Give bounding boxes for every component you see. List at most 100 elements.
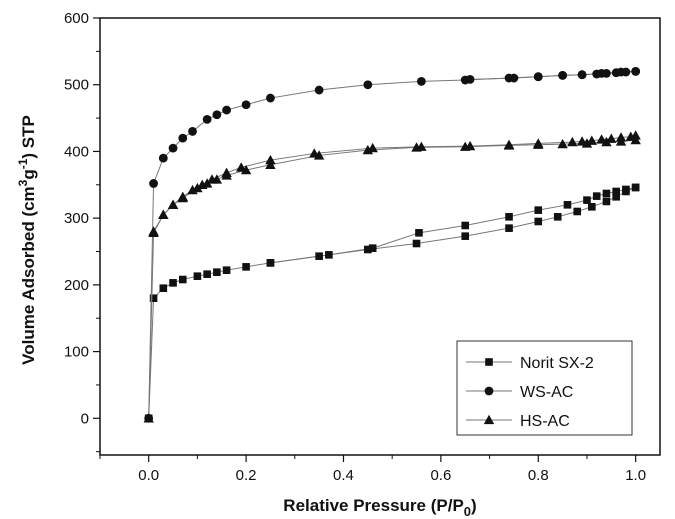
legend-item-ws-ac: WS-AC [466, 384, 573, 401]
hs-ac-point [309, 148, 320, 158]
legend-item-hs-ac: HS-AC [466, 413, 570, 430]
hs-ac-point [177, 191, 188, 201]
norit-sx-2-point [461, 221, 470, 230]
hs-ac-point [158, 209, 169, 219]
norit-sx-2-point [178, 275, 187, 284]
norit-sx-2-point [169, 279, 177, 287]
x-tick-label: 0.8 [528, 467, 549, 484]
legend-marker [485, 358, 493, 366]
hs-ac-point [221, 167, 232, 177]
series-ws-ac [144, 66, 641, 423]
hs-ac-point [625, 131, 636, 141]
x-tick-label: 0.2 [236, 467, 257, 484]
hs-ac-point [148, 226, 159, 236]
hs-ac-point [187, 184, 198, 195]
hs-ac-point [265, 154, 276, 165]
ws-ac-point [168, 143, 178, 153]
norit-sx-2-point [368, 244, 377, 252]
norit-sx-2-point [325, 251, 333, 259]
norit-sx-2-point [412, 239, 421, 248]
hs-ac-point [464, 140, 476, 151]
hs-ac-point [236, 162, 247, 172]
y-tick-label: 0 [81, 410, 89, 427]
legend-label: HS-AC [520, 413, 570, 430]
hs-ac-desorption-line [153, 134, 636, 232]
norit-sx-2-point [364, 245, 372, 254]
y-tick-label: 600 [64, 10, 89, 27]
ws-ac-point [465, 74, 475, 84]
norit-sx-2-point [315, 252, 323, 260]
legend-item-norit-sx-2: Norit SX-2 [466, 355, 594, 372]
x-tick-label: 0.0 [138, 467, 159, 484]
norit-sx-2-point [159, 284, 168, 293]
series-norit-sx-2 [144, 183, 640, 423]
norit-sx-2-point [553, 213, 562, 221]
legend-label: Norit SX-2 [520, 355, 594, 372]
ws-ac-point [314, 85, 324, 95]
ws-ac-point [222, 105, 232, 115]
series-hs-ac [143, 130, 641, 423]
norit-sx-2-point [622, 185, 630, 194]
norit-sx-2-point [602, 197, 611, 206]
norit-sx-2-point [534, 217, 543, 226]
norit-sx-2-point [505, 213, 513, 221]
x-tick-label: 0.6 [430, 467, 451, 484]
norit-sx-2-point [505, 224, 513, 232]
ws-ac-point [597, 68, 606, 78]
legend-box [456, 340, 633, 436]
ws-ac-point [616, 67, 626, 77]
hs-ac-point [197, 179, 208, 189]
ws-ac-point [363, 80, 373, 90]
norit-sx-2-point [415, 229, 423, 237]
x-tick-label: 1.0 [625, 467, 646, 484]
hs-ac-point [596, 134, 607, 144]
y-tick-label: 100 [64, 344, 89, 361]
ws-ac-desorption-line [470, 70, 636, 80]
ws-ac-point [533, 72, 543, 82]
hs-ac-point [503, 139, 515, 149]
norit-sx-2-point [242, 263, 250, 271]
norit-sx-2-point [461, 232, 470, 240]
norit-sx-2-point [612, 193, 620, 201]
ws-ac-point [266, 93, 275, 103]
hs-ac-point [206, 174, 218, 184]
x-axis-title: Relative Pressure (P/P0) [283, 496, 476, 519]
norit-sx-2-point [588, 203, 596, 211]
legend-marker [483, 414, 495, 425]
hs-ac-point [606, 133, 617, 143]
norit-sx-2-point [563, 201, 572, 209]
legend: Norit SX-2 WS-AC HS-AC [456, 340, 633, 436]
y-tick-label: 400 [64, 143, 89, 160]
norit-sx-2-point [534, 206, 543, 214]
hs-ac-point [601, 136, 612, 147]
hs-ac-point [557, 138, 568, 149]
norit-sx-2-point [631, 183, 640, 192]
norit-sx-2-point [203, 270, 211, 278]
norit-sx-2-point [149, 294, 158, 303]
hs-ac-point [576, 136, 588, 146]
ws-ac-point [178, 133, 188, 143]
norit-sx-2-point [213, 268, 221, 276]
norit-sx-2-point [583, 196, 591, 204]
ws-ac-point [212, 110, 222, 120]
ws-ac-point [416, 76, 426, 86]
hs-ac-point [416, 141, 427, 151]
norit-sx-2-point [222, 266, 231, 274]
y-tick-label: 500 [64, 77, 89, 94]
hs-ac-point [240, 164, 252, 175]
ws-ac-point [241, 100, 251, 110]
ws-ac-point [577, 70, 587, 80]
norit-sx-2-point [573, 207, 582, 216]
hs-ac-point [143, 413, 154, 423]
ws-ac-point [202, 115, 212, 124]
x-tick-label: 0.4 [333, 467, 354, 484]
ws-ac-point [188, 127, 197, 136]
hs-ac-point [167, 199, 179, 209]
ws-ac-point [158, 153, 168, 163]
y-tick-label: 300 [64, 210, 89, 227]
ws-ac-point [558, 70, 568, 80]
series-layer [143, 66, 641, 423]
plot-frame [99, 17, 661, 456]
hs-ac-point [586, 135, 598, 145]
